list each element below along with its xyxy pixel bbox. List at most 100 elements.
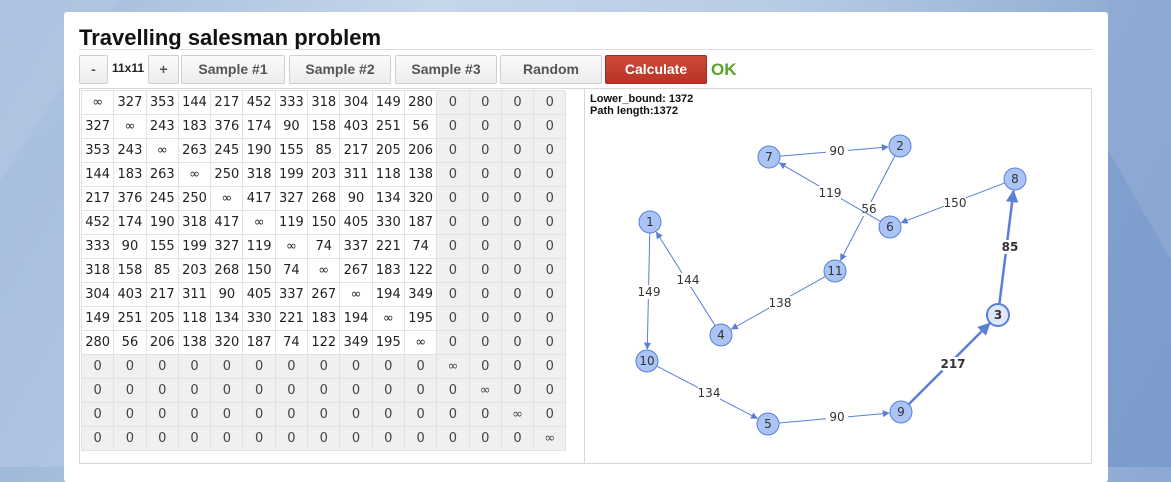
matrix-cell[interactable]: 195 — [371, 330, 405, 355]
matrix-cell[interactable]: 268 — [210, 258, 244, 283]
matrix-cell[interactable]: 0 — [533, 306, 567, 331]
matrix-cell[interactable]: 0 — [500, 210, 535, 235]
matrix-cell[interactable]: 144 — [80, 162, 115, 187]
matrix-cell[interactable]: ∞ — [307, 258, 341, 283]
matrix-cell[interactable]: 0 — [339, 402, 373, 427]
matrix-cell[interactable]: 304 — [339, 90, 373, 115]
matrix-cell[interactable]: ∞ — [371, 306, 405, 331]
matrix-cell[interactable]: 327 — [80, 114, 115, 139]
matrix-cell[interactable]: 0 — [210, 426, 244, 451]
graph-node-circle[interactable] — [709, 323, 733, 347]
matrix-cell[interactable]: 56 — [113, 330, 147, 355]
matrix-cell[interactable]: 0 — [145, 378, 179, 403]
matrix-cell[interactable]: 0 — [403, 402, 438, 427]
matrix-cell[interactable]: 122 — [307, 330, 341, 355]
matrix-cell[interactable]: 205 — [145, 306, 179, 331]
matrix-cell[interactable]: 0 — [436, 330, 470, 355]
matrix-cell[interactable]: 0 — [468, 90, 502, 115]
matrix-cell[interactable]: 251 — [371, 114, 405, 139]
matrix-cell[interactable]: 217 — [339, 138, 373, 163]
matrix-cell[interactable]: 333 — [80, 234, 115, 259]
matrix-cell[interactable]: 0 — [533, 186, 567, 211]
matrix-cell[interactable]: 0 — [533, 210, 567, 235]
matrix-cell[interactable]: 0 — [210, 402, 244, 427]
matrix-cell[interactable]: 0 — [80, 378, 115, 403]
matrix-cell[interactable]: 0 — [468, 258, 502, 283]
matrix-cell[interactable]: 0 — [145, 402, 179, 427]
matrix-cell[interactable]: 221 — [274, 306, 309, 331]
matrix-cell[interactable]: 0 — [371, 402, 405, 427]
matrix-cell[interactable]: 245 — [210, 138, 244, 163]
matrix-cell[interactable]: 353 — [80, 138, 115, 163]
matrix-cell[interactable]: 0 — [533, 114, 567, 139]
matrix-cell[interactable]: 206 — [145, 330, 179, 355]
matrix-cell[interactable]: 311 — [339, 162, 373, 187]
matrix-cell[interactable]: 0 — [500, 306, 535, 331]
matrix-cell[interactable]: 405 — [339, 210, 373, 235]
matrix-cell[interactable]: 417 — [242, 186, 276, 211]
matrix-cell[interactable]: 0 — [468, 330, 502, 355]
matrix-cell[interactable]: 0 — [500, 186, 535, 211]
matrix-cell[interactable]: 0 — [533, 378, 567, 403]
matrix-cell[interactable]: 0 — [307, 378, 341, 403]
matrix-cell[interactable]: 0 — [80, 354, 115, 379]
matrix-cell[interactable]: 0 — [403, 354, 438, 379]
matrix-cell[interactable]: ∞ — [533, 426, 567, 451]
matrix-cell[interactable]: 0 — [436, 402, 470, 427]
matrix-cell[interactable]: 250 — [210, 162, 244, 187]
matrix-cell[interactable]: 280 — [403, 90, 438, 115]
sample-1-button[interactable]: Sample #1 — [181, 55, 285, 84]
graph-node-10[interactable]: 10 — [635, 349, 659, 373]
matrix-cell[interactable]: 194 — [339, 306, 373, 331]
graph-node-circle[interactable] — [823, 259, 847, 283]
graph-node-circle[interactable] — [756, 412, 780, 436]
sample-2-button[interactable]: Sample #2 — [289, 55, 391, 84]
matrix-cell[interactable]: 0 — [533, 90, 567, 115]
matrix-cell[interactable]: 0 — [274, 426, 309, 451]
graph-node-circle[interactable] — [638, 210, 662, 234]
matrix-cell[interactable]: 0 — [533, 138, 567, 163]
matrix-cell[interactable]: 158 — [307, 114, 341, 139]
matrix-cell[interactable]: 0 — [371, 426, 405, 451]
matrix-cell[interactable]: 183 — [307, 306, 341, 331]
matrix-cell[interactable]: ∞ — [403, 330, 438, 355]
matrix-cell[interactable]: 174 — [242, 114, 276, 139]
graph-node-6[interactable]: 6 — [878, 215, 902, 239]
matrix-cell[interactable]: 318 — [177, 210, 212, 235]
matrix-cell[interactable]: 403 — [113, 282, 147, 307]
matrix-cell[interactable]: 90 — [274, 114, 309, 139]
matrix-cell[interactable]: 0 — [533, 330, 567, 355]
matrix-cell[interactable]: 0 — [371, 378, 405, 403]
matrix-cell[interactable]: 0 — [533, 282, 567, 307]
graph-node-circle[interactable] — [986, 303, 1010, 327]
matrix-cell[interactable]: 190 — [145, 210, 179, 235]
matrix-cell[interactable]: 138 — [403, 162, 438, 187]
matrix-cell[interactable]: 90 — [210, 282, 244, 307]
matrix-cell[interactable]: 199 — [274, 162, 309, 187]
matrix-cell[interactable]: 0 — [533, 402, 567, 427]
matrix-cell[interactable]: 205 — [371, 138, 405, 163]
matrix-cell[interactable]: 0 — [113, 402, 147, 427]
matrix-cell[interactable]: 0 — [339, 378, 373, 403]
matrix-cell[interactable]: 183 — [177, 114, 212, 139]
matrix-cell[interactable]: 174 — [113, 210, 147, 235]
matrix-cell[interactable]: ∞ — [436, 354, 470, 379]
matrix-cell[interactable]: 199 — [177, 234, 212, 259]
matrix-cell[interactable]: 195 — [403, 306, 438, 331]
matrix-cell[interactable]: 0 — [500, 426, 535, 451]
matrix-cell[interactable]: 0 — [500, 114, 535, 139]
matrix-cell[interactable]: 190 — [242, 138, 276, 163]
matrix-cell[interactable]: 0 — [468, 162, 502, 187]
matrix-cell[interactable]: 0 — [274, 402, 309, 427]
graph-node-circle[interactable] — [1003, 167, 1027, 191]
matrix-cell[interactable]: 0 — [436, 210, 470, 235]
graph-node-circle[interactable] — [757, 145, 781, 169]
matrix-cell[interactable]: 0 — [436, 306, 470, 331]
matrix-cell[interactable]: 0 — [371, 354, 405, 379]
matrix-cell[interactable]: 417 — [210, 210, 244, 235]
matrix-cell[interactable]: 150 — [242, 258, 276, 283]
matrix-cell[interactable]: 330 — [242, 306, 276, 331]
matrix-cell[interactable]: 203 — [177, 258, 212, 283]
matrix-cell[interactable]: 250 — [177, 186, 212, 211]
matrix-cell[interactable]: 0 — [533, 354, 567, 379]
